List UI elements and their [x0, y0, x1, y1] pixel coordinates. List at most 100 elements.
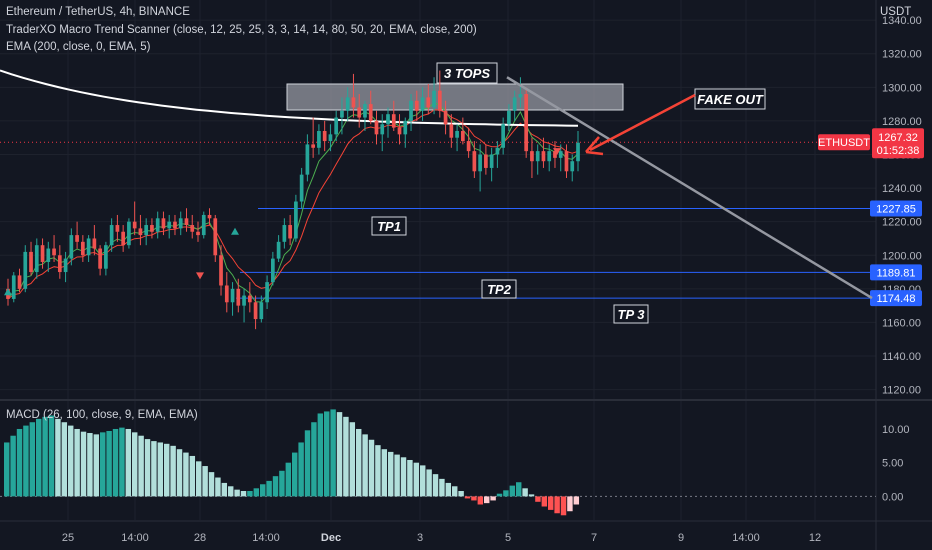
candle-body — [184, 218, 189, 226]
macd-label: MACD (26, 100, close, 9, EMA, EMA) — [6, 409, 198, 421]
macd-bar — [349, 422, 356, 497]
level-price-badge — [870, 264, 922, 281]
tp-label: TP1 — [377, 219, 401, 234]
fakeout-arrow-head — [585, 136, 604, 156]
macd-bar — [439, 478, 445, 497]
time-tick-label: 14:00 — [121, 532, 149, 544]
macd-bar — [394, 454, 400, 497]
chart-title: Ethereum / TetherUS, 4h, BINANCE — [6, 6, 190, 18]
macd-bar — [330, 409, 336, 497]
candle-body — [224, 285, 229, 303]
macd-bar — [10, 435, 16, 497]
macd-bar — [132, 432, 138, 497]
macd-bar — [215, 477, 221, 497]
candle-body — [363, 104, 367, 118]
candle-body — [558, 151, 563, 158]
macd-bar — [164, 443, 170, 497]
candle-body — [547, 151, 552, 162]
price-tick-label: 1280.00 — [882, 116, 922, 128]
candle-body — [340, 110, 344, 118]
candle-body — [11, 275, 16, 299]
candle-body — [144, 225, 149, 236]
indicator-scanner-label: TraderXO Macro Trend Scanner (close, 12,… — [6, 24, 477, 36]
candle-body — [69, 235, 74, 259]
macd-bar — [260, 484, 266, 497]
candle-body — [294, 201, 298, 239]
candle-body — [46, 248, 51, 262]
candle-body — [576, 142, 580, 162]
candle-body — [173, 221, 177, 229]
candle-body — [414, 100, 419, 111]
sell-signal-marker — [196, 272, 204, 280]
candle-body — [92, 238, 97, 249]
macd-bar — [298, 442, 304, 497]
macd-bar — [189, 455, 196, 497]
macd-bar — [42, 416, 48, 497]
macd-bar — [253, 488, 260, 497]
price-tick-label: 1220.00 — [882, 217, 922, 229]
macd-bar — [151, 441, 157, 497]
candle-body — [190, 225, 195, 232]
candle-body — [460, 130, 465, 142]
candle-body — [161, 218, 166, 229]
macd-bar — [240, 491, 247, 497]
macd-bar — [183, 452, 189, 497]
macd-bar — [272, 476, 279, 497]
candle-body — [518, 94, 523, 98]
candle-body — [484, 154, 488, 168]
candle-body — [282, 225, 287, 242]
macd-bar — [176, 449, 183, 497]
macd-tick-label: 10.00 — [882, 424, 910, 436]
candle-body — [380, 124, 385, 135]
time-tick-label: 25 — [62, 532, 74, 544]
time-tick-label: 3 — [417, 532, 423, 544]
macd-bar — [202, 466, 208, 497]
candle-body — [34, 245, 39, 273]
macd-bar — [74, 428, 80, 497]
macd-bar — [381, 449, 388, 497]
macd-bar — [112, 428, 119, 497]
candle-body — [374, 120, 379, 135]
macd-bar — [29, 422, 36, 497]
macd-bar — [285, 462, 292, 497]
candle-body — [449, 124, 454, 138]
candle-body — [52, 248, 56, 256]
macd-bar — [68, 425, 74, 497]
macd-bar — [343, 416, 349, 497]
macd-histogram — [4, 409, 580, 516]
candle-body — [201, 214, 206, 236]
candle-body — [98, 248, 102, 269]
candle-body — [63, 258, 68, 273]
candle-body — [259, 302, 264, 320]
macd-bar — [196, 461, 202, 497]
candle-body — [178, 218, 183, 229]
candle-body — [512, 97, 517, 111]
countdown-label: 01:52:38 — [877, 145, 920, 157]
macd-bar — [208, 472, 215, 497]
sell-signal-marker — [553, 148, 561, 156]
macd-bar — [93, 434, 100, 497]
price-tick-label: 1120.00 — [882, 385, 921, 397]
candle-body — [276, 241, 281, 259]
candle-body — [495, 147, 500, 155]
symbol-badge-label: ETHUSDT — [818, 137, 870, 149]
candle-body — [29, 251, 33, 273]
candle-body — [23, 251, 28, 289]
time-tick-label: 12 — [809, 532, 821, 544]
macd-bar — [548, 496, 554, 510]
candle-body — [109, 225, 114, 246]
fakeout-label: FAKE OUT — [697, 92, 764, 107]
macd-bar — [509, 485, 516, 497]
macd-bar — [119, 427, 125, 497]
time-tick-label: 9 — [678, 532, 684, 544]
macd-bar — [170, 445, 176, 497]
candle-body — [115, 225, 120, 232]
candle-body — [57, 255, 62, 273]
candle-body — [524, 94, 529, 152]
candle-body — [253, 302, 258, 320]
macd-bar — [426, 469, 432, 497]
candle-body — [305, 144, 310, 175]
candle-body — [426, 97, 431, 108]
macd-tick-label: 0.00 — [882, 491, 903, 503]
